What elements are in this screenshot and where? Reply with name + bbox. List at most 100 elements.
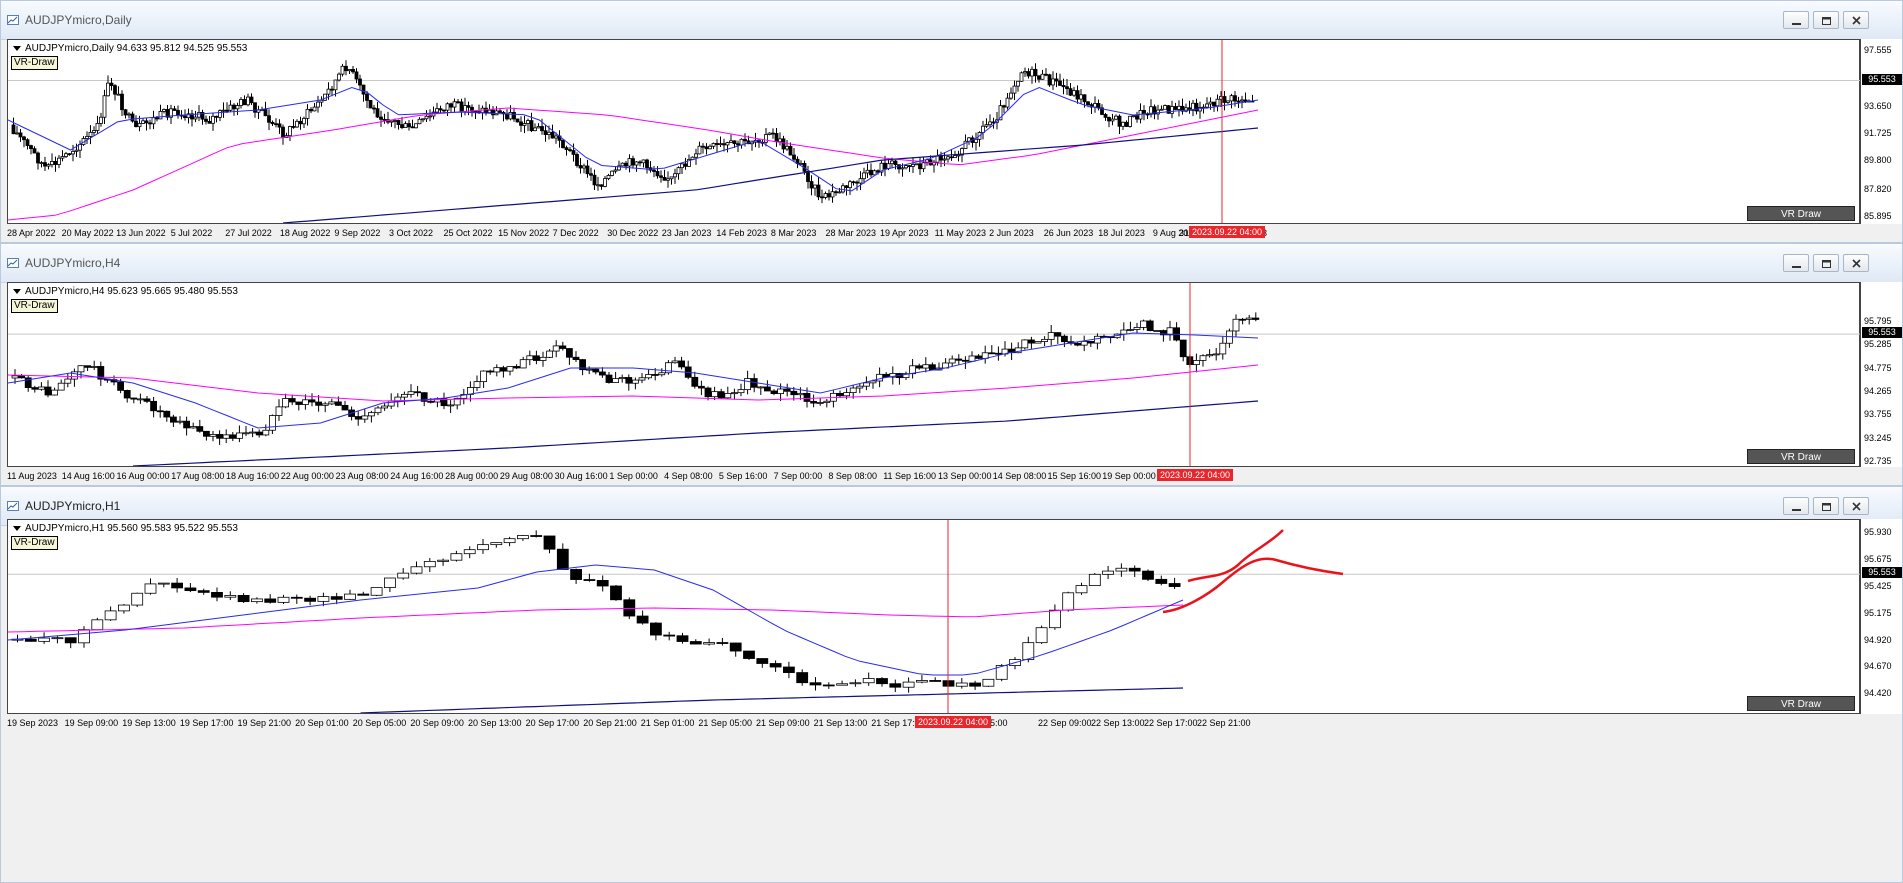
minimize-button[interactable] <box>1783 11 1809 29</box>
time-label: 19 Sep 2023 <box>7 718 59 728</box>
bear-candle <box>379 116 383 120</box>
price-chart[interactable] <box>8 283 1863 466</box>
price-chart[interactable] <box>8 520 1863 713</box>
dropdown-triangle-icon[interactable] <box>13 45 21 51</box>
bear-candle <box>512 112 516 120</box>
price-axis[interactable]: 95.930 95.675 95.553 95.425 95.175 94.920 94.6… <box>1860 519 1902 714</box>
bull-candle <box>407 391 415 395</box>
bull-candle <box>477 544 489 551</box>
close-button[interactable] <box>1843 254 1869 272</box>
price-axis[interactable]: 95.795 95.553 95.285 94.775 94.265 93.755 93.2… <box>1860 282 1902 467</box>
time-label: 22 Sep 09:00 <box>1038 718 1092 728</box>
time-axis[interactable]: 19 Sep 2023 19 Sep 09:00 19 Sep 13:00 19 Se… <box>7 714 1860 732</box>
bear-candle <box>781 138 786 150</box>
vr-draw-button[interactable]: VR Draw <box>1747 206 1855 221</box>
bull-candle <box>235 105 240 110</box>
restore-button[interactable] <box>1813 497 1839 515</box>
drawn-stroke[interactable] <box>1162 557 1344 614</box>
vr-draw-button[interactable]: VR Draw <box>1747 449 1855 464</box>
bear-candle <box>1168 583 1181 587</box>
bear-candle <box>1044 73 1048 76</box>
candlesticks <box>11 60 1255 204</box>
chart-plot-area[interactable]: AUDJPYmicro,H1 95.560 95.583 95.522 95.5… <box>7 519 1863 714</box>
bull-candle <box>618 377 626 380</box>
bear-candle <box>578 165 583 169</box>
bull-candle <box>729 140 733 144</box>
bear-candle <box>190 113 194 120</box>
bull-candle <box>417 118 422 125</box>
bull-candle <box>131 592 144 606</box>
bear-candle <box>484 107 488 114</box>
time-axis[interactable]: 11 Aug 2023 14 Aug 16:00 16 Aug 00:00 17 Au… <box>7 467 1860 485</box>
window-titlebar[interactable]: AUDJPYmicro,Daily <box>1 1 1902 40</box>
bull-candle <box>295 120 299 128</box>
dropdown-triangle-icon[interactable] <box>13 288 21 294</box>
time-label: 5 Sep 16:00 <box>718 471 768 481</box>
time-axis[interactable]: 28 Apr 2022 20 May 2022 13 Jun 2022 5 Jul 2… <box>7 224 1860 242</box>
time-label: 27 Jul 2022 <box>225 228 272 238</box>
bull-candle <box>169 108 173 118</box>
time-label: 14 Sep 08:00 <box>992 471 1047 481</box>
bull-candle <box>955 682 968 687</box>
bull-candle <box>816 402 824 404</box>
minimize-button[interactable] <box>1783 254 1809 272</box>
price-label: 92.735 <box>1864 456 1892 466</box>
bull-candle <box>333 79 338 91</box>
bull-candle <box>1079 94 1083 100</box>
bull-candle <box>694 153 698 158</box>
bull-candle <box>71 371 78 380</box>
vr-draw-label[interactable]: VR-Draw <box>11 299 58 313</box>
bull-candle <box>361 415 369 420</box>
close-button[interactable] <box>1843 11 1869 29</box>
vr-draw-strokes[interactable] <box>1162 529 1344 614</box>
bull-candle <box>1035 627 1048 644</box>
dropdown-triangle-icon[interactable] <box>13 525 21 531</box>
bull-candle <box>11 375 19 379</box>
vr-draw-button[interactable]: VR Draw <box>1747 696 1855 711</box>
bull-candle <box>902 373 910 379</box>
time-label: 20 Sep 01:00 <box>295 718 349 728</box>
minimize-button[interactable] <box>1783 497 1809 515</box>
close-icon <box>1852 502 1861 511</box>
close-button[interactable] <box>1843 497 1869 515</box>
bull-candle <box>1120 329 1128 335</box>
bull-candle <box>136 398 144 401</box>
restore-icon <box>1822 503 1831 511</box>
bull-candle <box>397 572 410 579</box>
price-label: 94.775 <box>1864 362 1892 373</box>
restore-button[interactable] <box>1813 254 1839 272</box>
chart-window-h1[interactable]: AUDJPYmicro,H1 AUDJPYmicro,H1 95.560 95.… <box>0 486 1903 883</box>
chart-plot-area[interactable]: AUDJPYmicro,Daily 94.633 95.812 94.525 9… <box>7 39 1863 224</box>
bear-candle <box>334 401 342 406</box>
bull-candle <box>988 121 992 126</box>
chart-window-h4[interactable]: AUDJPYmicro,H4 AUDJPYmicro,H4 95.623 95.… <box>0 243 1903 486</box>
drawn-stroke[interactable] <box>1187 529 1284 583</box>
vr-draw-label[interactable]: VR-Draw <box>11 536 58 550</box>
bull-candle <box>277 596 290 603</box>
price-label: 95.425 <box>1864 580 1892 591</box>
price-axis[interactable]: 97.555 95.553 93.650 91.725 89.800 87.820 85.8… <box>1860 39 1902 224</box>
time-label: 24 Aug 16:00 <box>390 471 444 481</box>
restore-button[interactable] <box>1813 11 1839 29</box>
bear-candle <box>995 352 1002 355</box>
vr-draw-label[interactable]: VR-Draw <box>11 56 58 70</box>
chart-window-daily[interactable]: AUDJPYmicro,Daily AUDJPYmicro,Daily 94.6… <box>0 0 1903 243</box>
bull-candle <box>268 415 276 431</box>
minimize-icon <box>1792 266 1801 268</box>
bear-candle <box>354 71 359 80</box>
bull-candle <box>317 596 330 602</box>
bear-candle <box>1061 85 1066 88</box>
bear-candle <box>822 684 835 687</box>
bull-candle <box>157 582 170 585</box>
bull-candle <box>669 176 674 180</box>
bull-candle <box>665 362 672 374</box>
bear-candle <box>650 622 662 636</box>
window-titlebar[interactable]: AUDJPYmicro,H4 <box>1 244 1902 283</box>
bull-candle <box>890 160 894 165</box>
bull-candle <box>1016 80 1020 87</box>
chart-plot-area[interactable]: AUDJPYmicro,H4 95.623 95.665 95.480 95.5… <box>7 282 1863 467</box>
price-chart[interactable] <box>8 40 1863 223</box>
bear-candle <box>704 387 712 398</box>
bear-candle <box>24 638 37 642</box>
time-label: 19 Sep 00:00 <box>1102 471 1156 481</box>
